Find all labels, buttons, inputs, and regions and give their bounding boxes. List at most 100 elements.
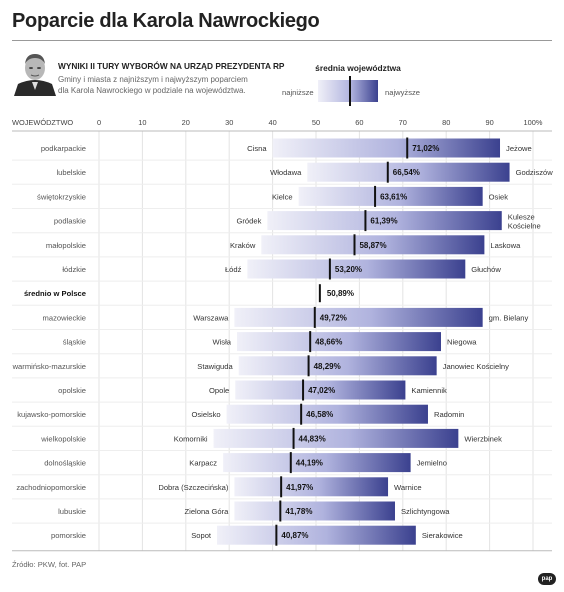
region-label: lubuskie xyxy=(58,507,86,516)
range-bar xyxy=(267,211,502,231)
legend-high-label: najwyższe xyxy=(385,88,421,97)
region-label: wielkopolskie xyxy=(40,434,86,443)
region-label: śląskie xyxy=(63,338,86,347)
title-divider xyxy=(12,40,552,41)
average-label: 44,83% xyxy=(299,434,326,443)
average-label: 47,02% xyxy=(308,386,335,395)
max-place-label: Jemielno xyxy=(417,459,447,468)
x-tick-label: 100% xyxy=(524,118,543,127)
legend-average-marker xyxy=(349,76,351,106)
min-place-label: Kielce xyxy=(272,192,293,201)
range-bar xyxy=(235,380,406,400)
max-place-label: Niegowa xyxy=(447,338,477,347)
region-label: łódzkie xyxy=(62,265,86,274)
average-label: 41,97% xyxy=(286,483,313,492)
min-place-label: Komorniki xyxy=(174,434,208,443)
range-bar xyxy=(213,428,459,448)
region-label: średnio w Polsce xyxy=(24,289,86,298)
max-place-label: Jeżowe xyxy=(506,144,532,153)
x-tick-label: 60 xyxy=(355,118,363,127)
min-place-label: Stawiguda xyxy=(197,362,233,371)
max-place-label: Janowiec Kościelny xyxy=(443,362,509,371)
x-tick-label: 90 xyxy=(485,118,493,127)
average-label: 71,02% xyxy=(412,144,439,153)
max-place-label: Kamiennik xyxy=(411,386,447,395)
range-bar xyxy=(223,453,411,473)
average-label: 48,66% xyxy=(315,338,342,347)
max-place-label: Kościelne xyxy=(508,222,541,231)
range-bar xyxy=(226,404,428,424)
average-label: 46,58% xyxy=(306,410,333,419)
average-label: 44,19% xyxy=(296,459,323,468)
region-label: podlaskie xyxy=(54,217,86,226)
legend-title: średnia województwa xyxy=(315,63,401,73)
region-label: opolskie xyxy=(58,386,86,395)
max-place-label: Sierakowice xyxy=(422,531,463,540)
x-tick-label: 10 xyxy=(138,118,146,127)
range-bar xyxy=(272,138,501,158)
region-label: świętokrzyskie xyxy=(37,192,86,201)
min-place-label: Osielsko xyxy=(191,410,220,419)
x-tick-label: 30 xyxy=(225,118,233,127)
range-bar xyxy=(234,307,483,327)
average-label: 63,61% xyxy=(380,192,407,201)
max-place-label: Kulesze xyxy=(508,213,535,222)
min-place-label: Wisła xyxy=(212,338,231,347)
region-label: zachodniopomorskie xyxy=(16,483,86,492)
min-place-label: Zielona Góra xyxy=(185,507,230,516)
min-place-label: Włodawa xyxy=(270,168,302,177)
average-label: 61,39% xyxy=(370,217,397,226)
min-place-label: Karpacz xyxy=(189,459,217,468)
portrait-photo xyxy=(12,46,58,96)
region-label: warmińsko-mazurskie xyxy=(12,362,86,371)
legend-low-label: najniższe xyxy=(282,88,314,97)
average-label: 40,87% xyxy=(281,531,308,540)
x-tick-label: 0 xyxy=(97,118,101,127)
average-label: 48,29% xyxy=(314,362,341,371)
average-label: 58,87% xyxy=(359,241,386,250)
region-label: małopolskie xyxy=(46,241,86,250)
region-label: lubelskie xyxy=(56,168,86,177)
average-label: 49,72% xyxy=(320,313,347,322)
average-label: 41,78% xyxy=(285,507,312,516)
region-label: pomorskie xyxy=(51,531,86,540)
x-tick-label: 40 xyxy=(268,118,276,127)
range-bar xyxy=(247,259,466,279)
chart-subtitle: WYNIKI II TURY WYBORÓW NA URZĄD PREZYDEN… xyxy=(58,61,285,71)
max-place-label: Warnice xyxy=(394,483,422,492)
range-bar xyxy=(261,235,485,255)
source-note: Źródło: PKW, fot. PAP xyxy=(12,560,87,569)
min-place-label: Opole xyxy=(209,386,229,395)
pap-logo: pap xyxy=(538,573,556,585)
column-header: WOJEWÓDZTWO xyxy=(12,118,73,127)
page-title: Poparcie dla Karola Nawrockiego xyxy=(12,10,320,32)
max-place-label: Wierzbinek xyxy=(464,434,502,443)
x-tick-label: 20 xyxy=(182,118,190,127)
chart-description: Gminy i miasta z najniższym i najwyższym… xyxy=(58,75,248,95)
average-label: 50,89% xyxy=(327,289,354,298)
min-place-label: Łódź xyxy=(225,265,242,274)
region-label: mazowieckie xyxy=(43,313,86,322)
range-bar xyxy=(307,162,510,182)
max-place-label: Głuchów xyxy=(471,265,501,274)
x-tick-label: 50 xyxy=(312,118,320,127)
range-bar xyxy=(298,186,483,206)
region-label: kujawsko-pomorskie xyxy=(17,410,86,419)
average-label: 53,20% xyxy=(335,265,362,274)
range-bar xyxy=(217,525,416,545)
region-label: podkarpackie xyxy=(41,144,86,153)
min-place-label: Dobra (Szczecińska) xyxy=(158,483,229,492)
range-bar xyxy=(234,501,395,521)
range-bar xyxy=(237,332,441,352)
max-place-label: Radomin xyxy=(434,410,464,419)
min-place-label: Kraków xyxy=(230,241,256,250)
x-tick-label: 70 xyxy=(399,118,407,127)
min-place-label: Gródek xyxy=(236,217,261,226)
min-place-label: Cisna xyxy=(247,144,267,153)
min-place-label: Sopot xyxy=(191,531,212,540)
min-place-label: Warszawa xyxy=(193,313,229,322)
range-bar xyxy=(238,356,437,376)
x-tick-label: 80 xyxy=(442,118,450,127)
range-bar xyxy=(234,477,389,497)
